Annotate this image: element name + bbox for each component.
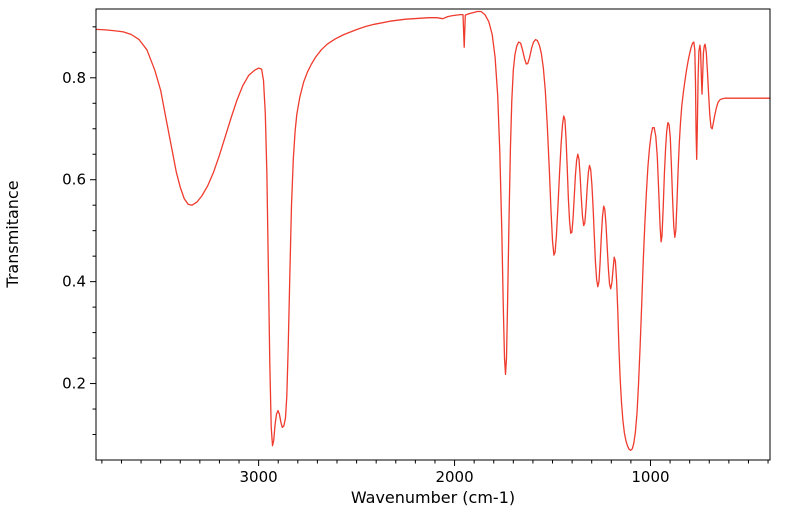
y-tick-label: 0.8 xyxy=(62,69,86,87)
spectrum-line xyxy=(95,10,771,451)
axes-frame xyxy=(95,8,771,461)
y-tick-label: 0.6 xyxy=(62,171,86,189)
x-tick-label: 1000 xyxy=(631,468,669,486)
chart-layer: 3000 2000 1000 0.2 0.4 0.6 0.8 xyxy=(62,8,771,486)
y-axis-label: Transmitance xyxy=(3,180,22,288)
x-tick-label: 2000 xyxy=(435,468,473,486)
x-tick-label: 3000 xyxy=(240,468,278,486)
y-tick-label: 0.4 xyxy=(62,273,86,291)
x-axis-label: Wavenumber (cm-1) xyxy=(351,488,515,507)
y-tick-label: 0.2 xyxy=(62,375,86,393)
